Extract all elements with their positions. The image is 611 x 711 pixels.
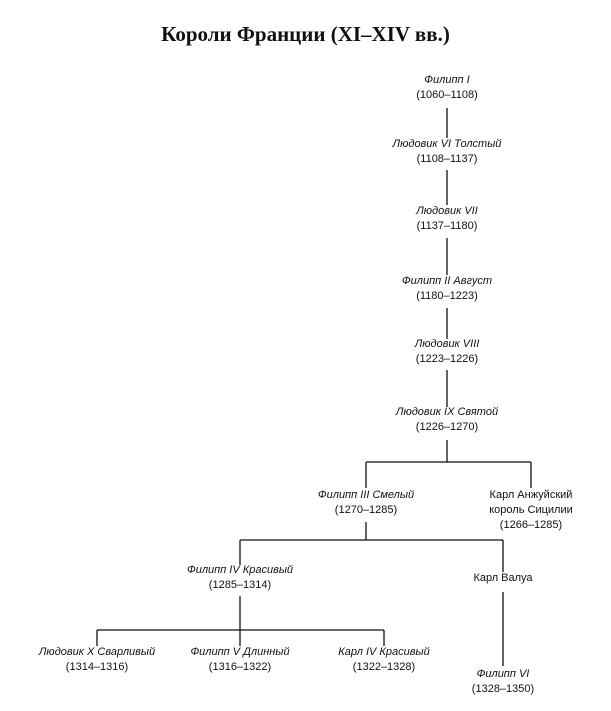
king-name: Карл Валуа [473, 572, 533, 584]
king-name: Филипп III Смелый [317, 489, 415, 501]
king-name: король Сицилии [489, 504, 573, 516]
reign-dates: (1314–1316) [65, 661, 129, 673]
tree-node: Карл IV Красивый (1322–1328) [294, 645, 474, 675]
king-name: Филипп V Длинный [190, 646, 290, 658]
king-name: Людовик VIII [414, 338, 480, 350]
reign-dates: (1108–1137) [416, 153, 478, 165]
king-name: Филипп VI [476, 668, 530, 680]
tree-node: Людовик VI Толстый (1108–1137) [357, 137, 537, 167]
reign-dates: (1285–1314) [208, 579, 272, 591]
tree-node: Филипп VI (1328–1350) [413, 667, 593, 697]
tree-node: Филипп III Смелый (1270–1285) [276, 488, 456, 518]
tree-node: Филипп I (1060–1108) [357, 73, 537, 103]
tree-node: Людовик VIII (1223–1226) [357, 337, 537, 367]
reign-dates: (1137–1180) [416, 220, 478, 232]
reign-dates: (1223–1226) [415, 353, 479, 365]
tree-node: Карл Валуа [413, 571, 593, 586]
reign-dates: (1180–1223) [416, 290, 478, 302]
reign-dates: (1328–1350) [471, 683, 535, 695]
king-name: Филипп I [424, 74, 470, 86]
king-name: Филипп II Август [401, 275, 493, 287]
tree-node: Филипп V Длинный (1316–1322) [150, 645, 330, 675]
tree-node: Карл Анжуйский король Сицилии (1266–1285) [441, 488, 611, 533]
king-name: Людовик X Сварливый [38, 646, 156, 658]
tree-node: Людовик X Сварливый (1314–1316) [7, 645, 187, 675]
reign-dates: (1322–1328) [352, 661, 416, 673]
king-name: Людовик VII [416, 205, 478, 217]
tree-node: Филипп IV Красивый (1285–1314) [150, 563, 330, 593]
tree-node: Людовик VII (1137–1180) [357, 204, 537, 234]
diagram-title: Короли Франции (XI–XIV вв.) [161, 22, 450, 46]
king-name: Карл IV Красивый [338, 646, 430, 658]
king-name: Филипп IV Красивый [186, 564, 294, 576]
reign-dates: (1316–1322) [208, 661, 272, 673]
reign-dates: (1270–1285) [334, 504, 398, 516]
tree-node: Филипп II Август (1180–1223) [357, 274, 537, 304]
reign-dates: (1060–1108) [416, 89, 478, 101]
king-name: Карл Анжуйский [489, 489, 573, 501]
king-name: Людовик IX Святой [395, 406, 499, 418]
tree-node: Людовик IX Святой (1226–1270) [357, 405, 537, 435]
reign-dates: (1266–1285) [499, 519, 563, 531]
king-name: Людовик VI Толстый [392, 138, 502, 150]
reign-dates: (1226–1270) [415, 421, 479, 433]
